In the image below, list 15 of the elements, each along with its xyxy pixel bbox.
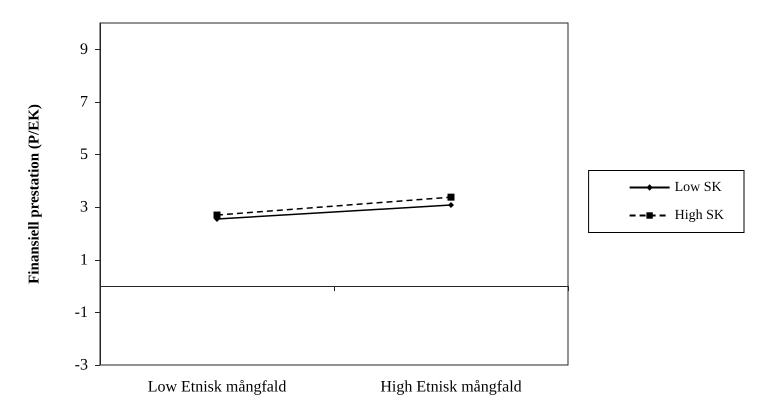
y-tick-label: 3 (80, 198, 88, 216)
y-tick-label: 5 (80, 146, 88, 164)
point (448, 202, 454, 208)
legend-label: Low SK (674, 180, 722, 195)
y-tick-label: -1 (74, 304, 88, 321)
y-tick-label: 7 (80, 93, 88, 110)
y-tick-label: -3 (74, 356, 88, 374)
x-tick-label: Low Etnisk mångfald (148, 378, 286, 396)
point (214, 212, 220, 219)
y-tick-label: 1 (80, 251, 88, 268)
x-tick-label: High Etnisk mångfald (380, 378, 522, 396)
point (448, 194, 454, 201)
y-axis-title: Finansiell prestation (P/EK) (26, 104, 42, 284)
legend-label: High SK (674, 208, 724, 223)
y-tick-label: 9 (80, 40, 88, 58)
